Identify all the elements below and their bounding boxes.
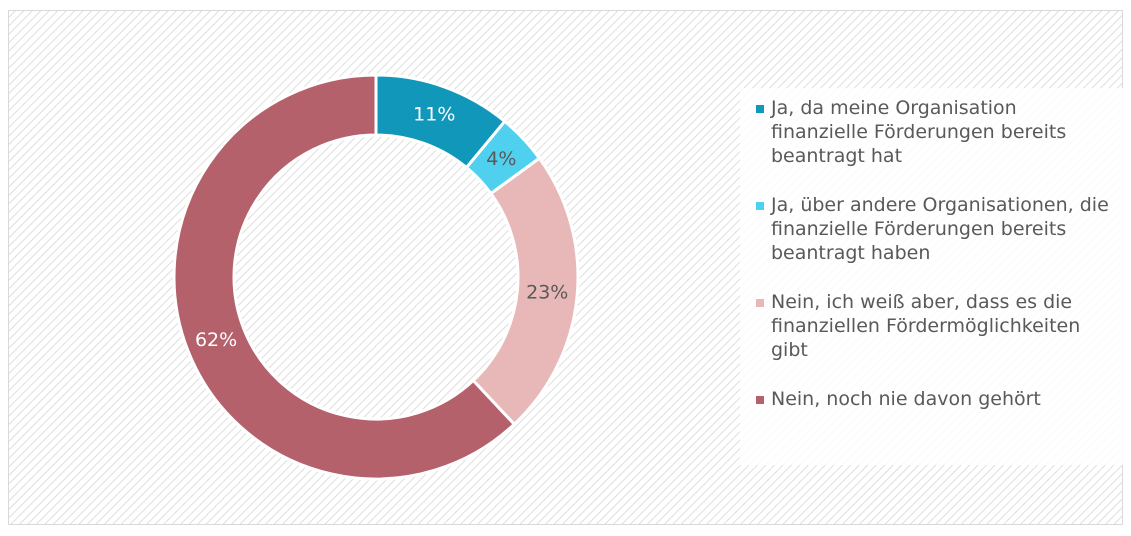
data-label: 4%	[486, 148, 516, 170]
legend-label: Nein, ich weiß aber, dass es die finanzi…	[771, 291, 1081, 361]
legend-swatch	[756, 202, 764, 210]
legend-item: Ja, über andere Organisationen, die fina…	[752, 193, 1114, 265]
donut-slice	[172, 73, 517, 481]
legend-item: Nein, noch nie davon gehört	[752, 387, 1114, 411]
donut: 11% 4% 23% 62%	[172, 73, 580, 481]
data-label: 23%	[526, 282, 568, 304]
legend-label: Ja, da meine Organisation finanzielle Fö…	[771, 97, 1067, 167]
legend-background	[740, 88, 1125, 465]
data-label: 62%	[195, 329, 237, 351]
legend-swatch	[756, 396, 764, 404]
legend-item: Nein, ich weiß aber, dass es die finanzi…	[752, 290, 1114, 362]
legend: Ja, da meine Organisation finanzielle Fö…	[752, 96, 1114, 436]
data-label: 11%	[413, 104, 455, 126]
legend-swatch	[756, 105, 764, 113]
legend-swatch	[756, 299, 764, 307]
legend-label: Ja, über andere Organisationen, die fina…	[771, 194, 1109, 264]
legend-item: Ja, da meine Organisation finanzielle Fö…	[752, 96, 1114, 168]
legend-label: Nein, noch nie davon gehört	[771, 388, 1041, 410]
